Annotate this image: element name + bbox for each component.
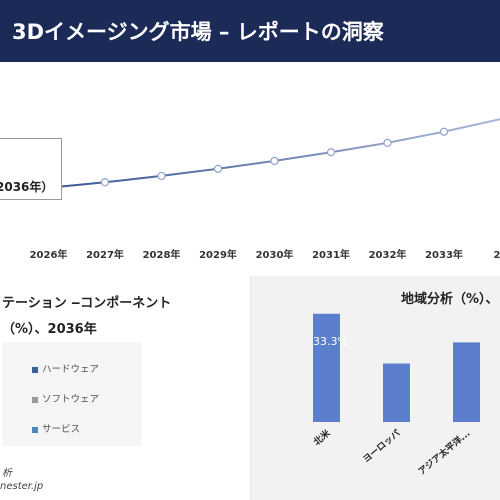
segment-panel: テーション ‒コンポーネント （%）、2036年 ハードウェア ソフトウェア サ…	[0, 276, 250, 500]
bar-data-label: 33.3%	[313, 335, 348, 348]
segment-subtitle: （%）、2036年	[2, 322, 97, 337]
data-point	[100, 178, 110, 187]
region-title: 地域分析（%）、	[401, 292, 499, 307]
legend-item-services: サービス	[32, 421, 80, 435]
data-point	[157, 171, 166, 181]
legend-swatch	[32, 366, 38, 373]
x-tick-label: 2031年	[312, 248, 350, 261]
x-tick-label: 20	[494, 250, 500, 261]
report-header: 3Dイメージング市場 – レポートの洞察	[0, 0, 500, 62]
segment-title: テーション ‒コンポーネント	[2, 296, 172, 311]
bar	[453, 342, 480, 422]
source-text: 析	[2, 468, 12, 479]
legend-year-text: 2036年）	[0, 180, 54, 194]
x-tick-label: 2032年	[369, 248, 407, 261]
category-label: ヨーロッパ	[360, 427, 402, 465]
panel-divider	[250, 276, 251, 500]
x-tick-label: 2026年	[30, 248, 68, 261]
bar	[383, 363, 410, 422]
legend-item-hardware: ハードウェア	[32, 361, 99, 375]
legend-label: ソフトウェア	[42, 394, 100, 405]
category-label: 北米	[311, 426, 333, 447]
line-chart-svg: 年2026年2027年2028年2029年2030年2031年2032年2033…	[0, 118, 500, 261]
category-label: アジア太平洋...	[416, 427, 473, 477]
x-tick-label: 2030年	[256, 248, 294, 261]
legend-item-software: ソフトウェア	[32, 391, 99, 405]
x-tick-label: 2029年	[199, 248, 237, 261]
donut-legend: ハードウェア ソフトウェア サービス	[2, 342, 142, 446]
x-tick-label: 2033年	[425, 248, 463, 261]
chart-legend-box	[0, 138, 62, 200]
data-point	[213, 164, 223, 173]
legend-swatch	[32, 396, 38, 403]
legend-label: サービス	[42, 424, 81, 435]
series-line	[0, 118, 500, 193]
legend-label: ハードウェア	[42, 364, 100, 375]
market-line-chart: 年2026年2027年2028年2029年2030年2031年2032年2033…	[0, 62, 500, 274]
source-url[interactable]: nester.jp	[0, 481, 44, 492]
data-point	[270, 156, 279, 166]
page-title: 3Dイメージング市場 – レポートの洞察	[12, 20, 384, 44]
x-tick-label: 2028年	[143, 248, 181, 261]
data-point	[439, 127, 449, 136]
bar	[313, 313, 340, 422]
data-point	[326, 148, 336, 157]
x-tick-label: 2027年	[86, 248, 124, 261]
legend-swatch	[32, 426, 38, 433]
data-point	[383, 138, 392, 147]
